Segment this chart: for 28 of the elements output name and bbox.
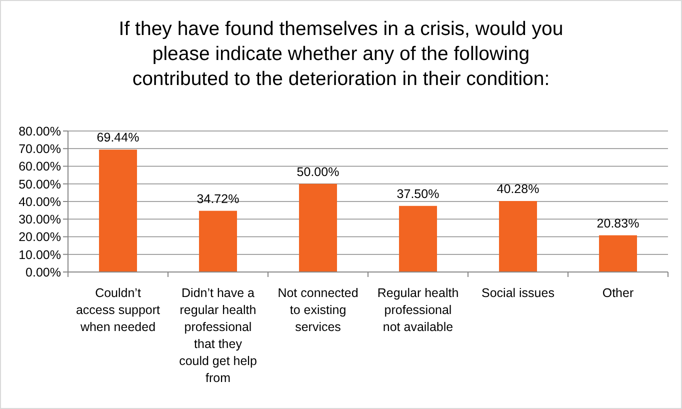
bar	[599, 235, 637, 272]
y-tick-label: 40.00%	[18, 194, 61, 209]
y-tick-label: 80.00%	[18, 124, 61, 138]
x-tick-label: Couldn’t access support when needed	[76, 286, 161, 334]
x-tick-label: Other	[602, 286, 634, 300]
chart-title: If they have found themselves in a crisis, would you please indicate whether any of the following contributed to the deterioration in their condition:	[118, 18, 564, 90]
y-tick-label: 10.00%	[18, 248, 61, 262]
x-tick-label: Didn’t have a regular health professional that they could get help from	[179, 286, 257, 385]
bar	[399, 206, 437, 272]
y-tick-label: 30.00%	[18, 212, 61, 226]
y-tick-label: 0.00%	[26, 265, 61, 280]
y-tick-label: 60.00%	[18, 160, 61, 174]
bar	[299, 184, 337, 272]
data-label: 69.44%	[96, 130, 140, 145]
x-tick-label: Not connected to existing services	[278, 286, 358, 334]
data-label: 20.83%	[596, 216, 640, 230]
data-label: 37.50%	[396, 186, 440, 201]
bar	[499, 201, 537, 272]
x-tick-label: Social issues	[482, 286, 554, 300]
bar	[99, 150, 137, 272]
data-label: 40.28%	[496, 182, 540, 196]
y-tick-label: 20.00%	[18, 230, 61, 244]
data-label: 34.72%	[196, 192, 240, 206]
x-tick-label: Regular health professional not available	[377, 286, 459, 334]
data-label: 50.00%	[296, 164, 340, 179]
bar	[199, 210, 237, 272]
y-tick-label: 50.00%	[18, 177, 61, 192]
y-tick-label: 70.00%	[18, 142, 61, 156]
